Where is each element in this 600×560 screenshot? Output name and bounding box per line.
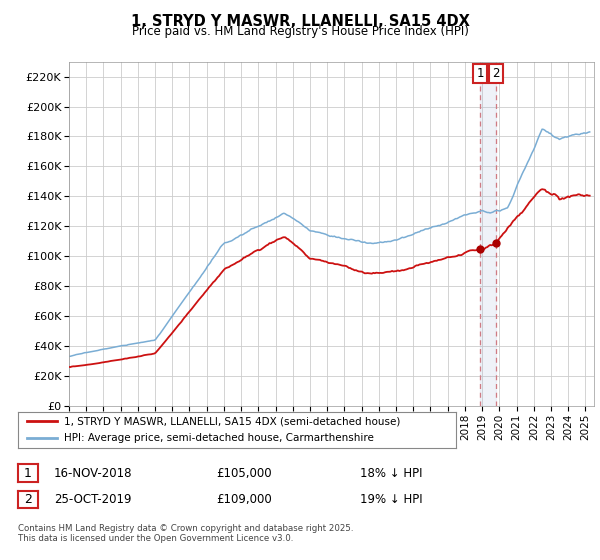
Text: 1: 1 [476, 67, 484, 80]
Text: 19% ↓ HPI: 19% ↓ HPI [360, 493, 422, 506]
Bar [480, 62, 496, 406]
Text: £109,000: £109,000 [216, 493, 272, 506]
Text: 1, STRYD Y MASWR, LLANELLI, SA15 4DX (semi-detached house): 1, STRYD Y MASWR, LLANELLI, SA15 4DX (se… [64, 417, 400, 426]
Text: 16-NOV-2018: 16-NOV-2018 [54, 466, 133, 480]
Text: Contains HM Land Registry data © Crown copyright and database right 2025.
This d: Contains HM Land Registry data © Crown c… [18, 524, 353, 543]
Text: 2: 2 [24, 493, 32, 506]
Text: 25-OCT-2019: 25-OCT-2019 [54, 493, 131, 506]
Text: £105,000: £105,000 [216, 466, 272, 480]
Text: 18% ↓ HPI: 18% ↓ HPI [360, 466, 422, 480]
Text: HPI: Average price, semi-detached house, Carmarthenshire: HPI: Average price, semi-detached house,… [64, 433, 374, 443]
Text: 1, STRYD Y MASWR, LLANELLI, SA15 4DX: 1, STRYD Y MASWR, LLANELLI, SA15 4DX [131, 14, 469, 29]
Text: Price paid vs. HM Land Registry's House Price Index (HPI): Price paid vs. HM Land Registry's House … [131, 25, 469, 38]
Text: 1: 1 [24, 466, 32, 480]
Text: 2: 2 [493, 67, 500, 80]
